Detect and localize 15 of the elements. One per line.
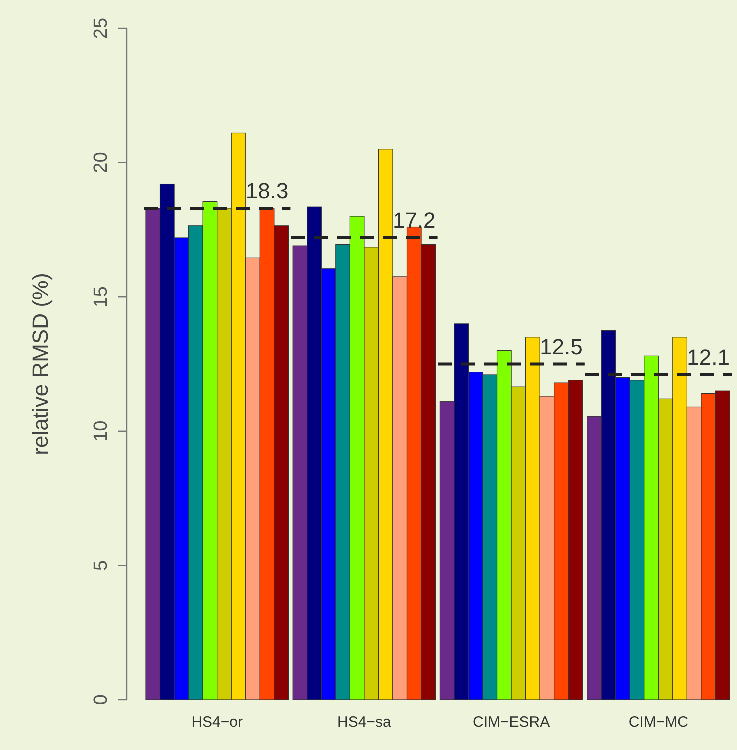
y-tick-label: 10 xyxy=(91,420,112,442)
y-tick-label: 15 xyxy=(91,286,112,308)
y-tick-label: 25 xyxy=(91,18,112,40)
x-tick-label: CIM−MC xyxy=(628,714,689,731)
x-tick-label: CIM−ESRA xyxy=(472,714,550,731)
annotation: 12.5 xyxy=(540,334,583,360)
y-tick-label: 5 xyxy=(91,560,112,571)
y-tick-label: 0 xyxy=(91,694,112,706)
annotation: 17.2 xyxy=(392,208,436,234)
y-axis-title: relative RMSD (%) xyxy=(28,273,53,456)
y-tick-label: 20 xyxy=(91,152,112,174)
x-tick-label: HS4−sa xyxy=(338,714,392,731)
x-tick-label: HS4−or xyxy=(192,714,243,731)
annotation: 18.3 xyxy=(246,178,289,204)
annotation: 12.1 xyxy=(687,344,730,370)
